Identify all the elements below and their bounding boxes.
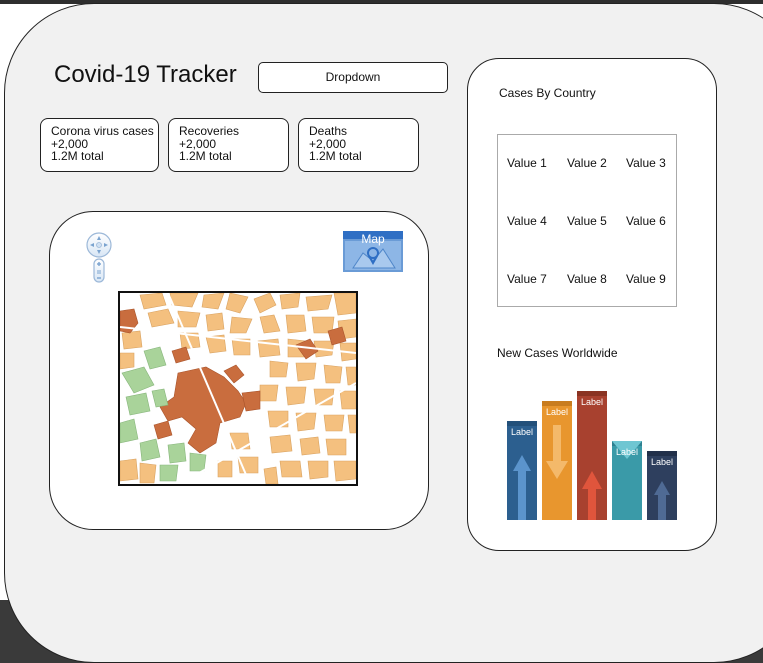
stat-label: Deaths [309, 124, 348, 138]
city-map-image[interactable] [118, 291, 358, 486]
infographic-bar-5 [647, 451, 677, 520]
table-cell: Value 3 [626, 156, 666, 170]
table-cell: Value 6 [626, 214, 666, 228]
infographic-bar-4 [612, 441, 642, 520]
new-cases-infographic: Label Label Label Label Label [507, 391, 677, 520]
dropdown-select[interactable]: Dropdown [258, 62, 448, 93]
table-cell: Value 8 [567, 272, 607, 286]
table-cell: Value 9 [626, 272, 666, 286]
stat-card-deaths: Deaths +2,000 1.2M total [298, 118, 419, 172]
infographic-bar-3 [577, 391, 607, 520]
stat-card-recoveries: Recoveries +2,000 1.2M total [168, 118, 289, 172]
stat-total: 1.2M total [179, 149, 232, 163]
map-button-label: Map [361, 232, 385, 246]
bar-label: Label [581, 397, 603, 407]
bar-label: Label [546, 407, 568, 417]
window-top-edge [0, 0, 763, 4]
stat-delta: +2,000 [51, 136, 89, 151]
stat-delta: +2,000 [309, 136, 347, 151]
city-map-graphic [120, 293, 356, 484]
stat-total: 1.2M total [309, 149, 362, 163]
map-pin-icon [343, 231, 403, 272]
new-cases-title: New Cases Worldwide [497, 346, 618, 360]
page-title: Covid-19 Tracker [54, 61, 237, 88]
table-cell: Value 1 [507, 156, 547, 170]
bar-label: Label [511, 427, 533, 437]
infographic-bar-1 [507, 421, 537, 520]
bar-label: Label [651, 457, 673, 467]
table-cell: Value 5 [567, 214, 607, 228]
table-cell: Value 4 [507, 214, 547, 228]
stat-delta: +2,000 [179, 136, 217, 151]
stat-total: 1.2M total [51, 149, 104, 163]
bar-label: Label [616, 447, 638, 457]
table-cell: Value 7 [507, 272, 547, 286]
map-button[interactable]: Map [343, 231, 403, 272]
cases-by-country-table [497, 134, 677, 307]
table-cell: Value 2 [567, 156, 607, 170]
stat-card-cases: Corona virus cases +2,000 1.2M total [40, 118, 159, 172]
infographic-bar-2 [542, 401, 572, 520]
cases-by-country-title: Cases By Country [499, 86, 596, 100]
pan-zoom-control-icon[interactable] [82, 232, 116, 284]
stat-label: Corona virus cases [51, 124, 154, 138]
stat-label: Recoveries [179, 124, 240, 138]
